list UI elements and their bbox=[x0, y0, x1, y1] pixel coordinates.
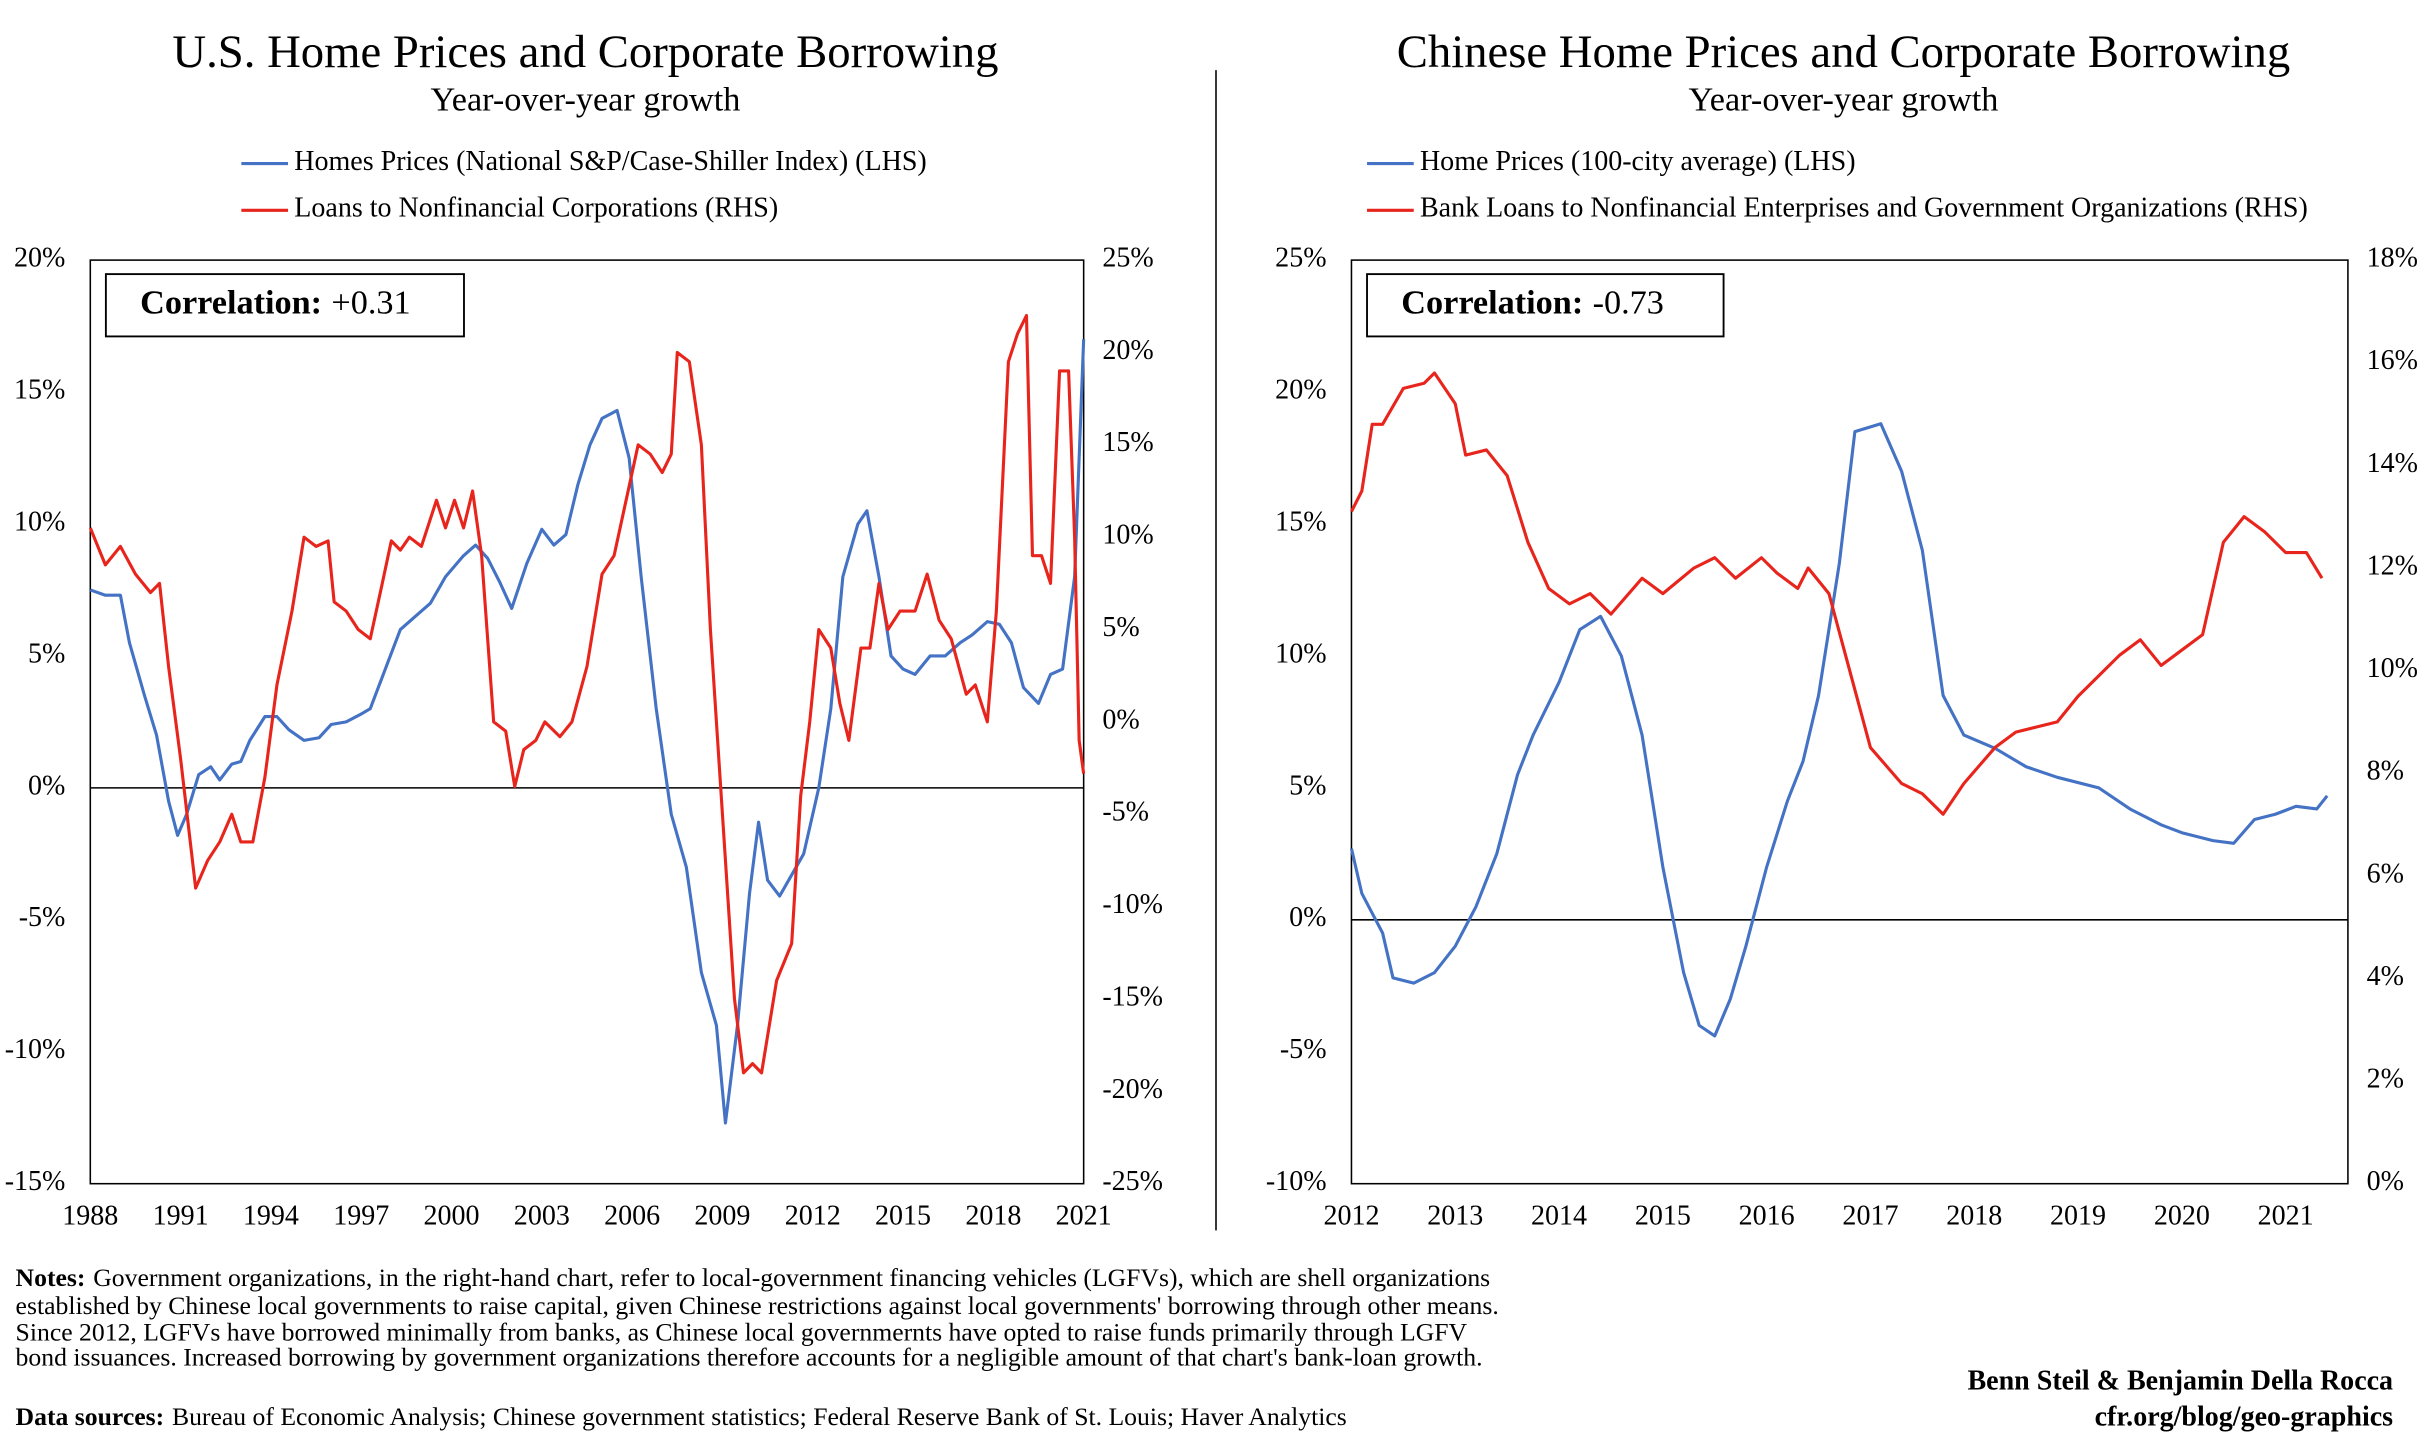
y-tick-label: -10% bbox=[1266, 1166, 1327, 1197]
y-tick-label: 20% bbox=[14, 243, 65, 274]
x-tick-label: 2021 bbox=[1056, 1200, 1112, 1231]
y2-tick-label: 20% bbox=[1102, 335, 1153, 366]
chart-subtitle: Year-over-year growth bbox=[430, 81, 740, 119]
x-tick-label: 2009 bbox=[694, 1200, 750, 1231]
legend-label: Loans to Nonfinancial Corporations (RHS) bbox=[294, 193, 778, 224]
y2-tick-label: 18% bbox=[2367, 243, 2418, 274]
y2-tick-label: 15% bbox=[1102, 427, 1153, 458]
x-tick-label: 1991 bbox=[153, 1200, 209, 1231]
x-tick-label: 2013 bbox=[1427, 1200, 1483, 1231]
x-tick-label: 2012 bbox=[1323, 1200, 1379, 1231]
x-tick-label: 2015 bbox=[875, 1200, 931, 1231]
plot-frame bbox=[1350, 259, 2349, 1185]
x-tick-label: 2003 bbox=[514, 1200, 570, 1231]
notes-label: Notes: bbox=[16, 1263, 86, 1292]
y2-tick-label: 0% bbox=[2367, 1166, 2404, 1197]
x-tick-label: 2017 bbox=[1842, 1200, 1898, 1231]
y2-tick-label: 16% bbox=[2367, 345, 2418, 376]
notes-line: bond issuances. Increased borrowing by g… bbox=[16, 1343, 1483, 1372]
chart-title: Chinese Home Prices and Corporate Borrow… bbox=[1397, 26, 2291, 78]
y-tick-label: 15% bbox=[14, 374, 65, 405]
y2-tick-label: -5% bbox=[1102, 797, 1149, 828]
notes-line: Government organizations, in the right-h… bbox=[93, 1263, 1490, 1292]
notes-line: Since 2012, LGFVs have borrowed minimall… bbox=[16, 1318, 1468, 1347]
y2-tick-label: -25% bbox=[1102, 1166, 1163, 1197]
annotation: Correlation: +0.31 bbox=[140, 283, 411, 321]
annotation-box bbox=[104, 273, 465, 338]
annotation-value: +0.31 bbox=[331, 283, 410, 321]
annotation-label: Correlation: bbox=[140, 283, 322, 321]
y2-tick-label: 12% bbox=[2367, 550, 2418, 581]
x-tick-label: 2015 bbox=[1635, 1200, 1691, 1231]
series-line bbox=[88, 313, 1086, 1075]
x-tick-label: 2012 bbox=[785, 1200, 841, 1231]
y-tick-label: -5% bbox=[1280, 1034, 1327, 1065]
data-sources: Data sources: Bureau of Economic Analysis… bbox=[16, 1402, 1347, 1431]
y2-tick-label: 5% bbox=[1102, 612, 1139, 643]
x-tick-label: 2014 bbox=[1531, 1200, 1587, 1231]
y-tick-label: -5% bbox=[19, 902, 66, 933]
y-tick-label: 10% bbox=[14, 506, 65, 537]
annotation-box bbox=[1366, 273, 1725, 338]
series-line bbox=[1349, 422, 2329, 1038]
y2-tick-label: 25% bbox=[1102, 243, 1153, 274]
y-tick-label: 20% bbox=[1275, 374, 1326, 405]
x-tick-label: 1994 bbox=[243, 1200, 299, 1231]
notes: Notes: Government organizations, in the r… bbox=[16, 1263, 1491, 1292]
y2-tick-label: 10% bbox=[1102, 520, 1153, 551]
x-tick-label: 2018 bbox=[1946, 1200, 2002, 1231]
x-tick-label: 1988 bbox=[62, 1200, 118, 1231]
x-tick-label: 2020 bbox=[2154, 1200, 2210, 1231]
x-tick-label: 2018 bbox=[965, 1200, 1021, 1231]
x-tick-label: 1997 bbox=[333, 1200, 389, 1231]
y2-tick-label: 8% bbox=[2367, 756, 2404, 787]
credit: Benn Steil & Benjamin Della Rocca bbox=[1967, 1365, 2393, 1396]
y-tick-label: -15% bbox=[5, 1166, 66, 1197]
y-tick-label: 10% bbox=[1275, 638, 1326, 669]
data-sources-label: Data sources: bbox=[16, 1402, 165, 1431]
x-tick-label: 2021 bbox=[2258, 1200, 2314, 1231]
annotation-label: Correlation: bbox=[1401, 283, 1583, 321]
y-tick-label: 5% bbox=[28, 638, 65, 669]
plot-frame bbox=[89, 259, 1085, 1185]
chart-subtitle: Year-over-year growth bbox=[1689, 81, 1999, 119]
y2-tick-label: 4% bbox=[2367, 961, 2404, 992]
y2-tick-label: 0% bbox=[1102, 704, 1139, 735]
y2-tick-label: 2% bbox=[2367, 1064, 2404, 1095]
y-tick-label: 15% bbox=[1275, 506, 1326, 537]
y2-tick-label: 6% bbox=[2367, 858, 2404, 889]
y2-tick-label: -10% bbox=[1102, 889, 1163, 920]
y-tick-label: 0% bbox=[28, 770, 65, 801]
legend-label: Home Prices (100-city average) (LHS) bbox=[1420, 146, 1856, 177]
y2-tick-label: -20% bbox=[1102, 1074, 1163, 1105]
notes-line: established by Chinese local governments… bbox=[16, 1291, 1499, 1320]
data-sources-text: Bureau of Economic Analysis; Chinese gov… bbox=[172, 1402, 1347, 1431]
legend-label: Bank Loans to Nonfinancial Enterprises a… bbox=[1420, 193, 2308, 224]
annotation: Correlation: -0.73 bbox=[1401, 283, 1664, 321]
y-tick-label: 5% bbox=[1289, 770, 1326, 801]
y2-tick-label: 14% bbox=[2367, 448, 2418, 479]
series-line bbox=[89, 339, 1086, 1125]
y-tick-label: 0% bbox=[1289, 902, 1326, 933]
y2-tick-label: -15% bbox=[1102, 981, 1163, 1012]
legend-label: Homes Prices (National S&P/Case-Shiller … bbox=[294, 146, 926, 177]
x-tick-label: 2019 bbox=[2050, 1200, 2106, 1231]
x-tick-label: 2000 bbox=[424, 1200, 480, 1231]
series-line bbox=[1350, 371, 2324, 816]
x-tick-label: 2016 bbox=[1739, 1200, 1795, 1231]
x-tick-label: 2006 bbox=[604, 1200, 660, 1231]
credit: cfr.org/blog/geo-graphics bbox=[2095, 1401, 2394, 1432]
annotation-value: -0.73 bbox=[1593, 283, 1664, 321]
y2-tick-label: 10% bbox=[2367, 653, 2418, 684]
y-tick-label: -10% bbox=[5, 1034, 66, 1065]
y-tick-label: 25% bbox=[1275, 243, 1326, 274]
chart-title: U.S. Home Prices and Corporate Borrowing bbox=[172, 26, 998, 78]
